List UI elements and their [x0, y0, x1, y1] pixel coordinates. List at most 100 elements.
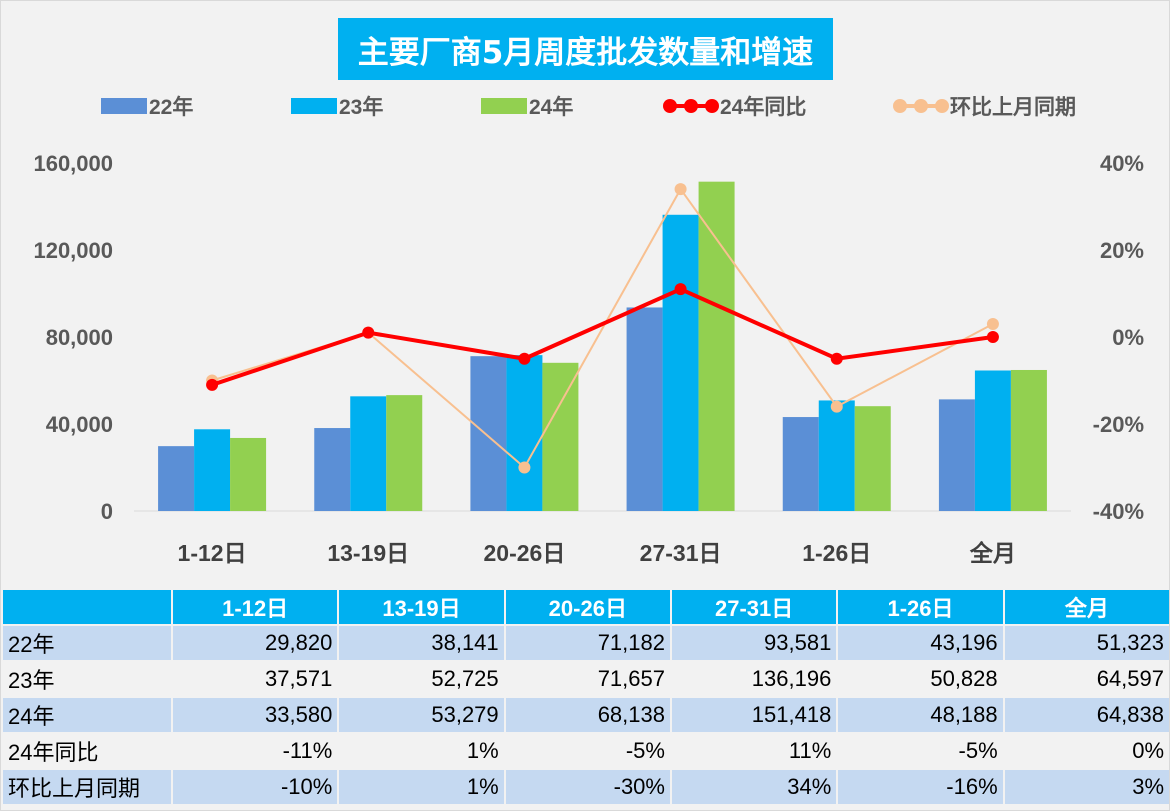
- left-axis-tick: 0: [101, 499, 113, 524]
- table-cell: 1%: [337, 768, 506, 806]
- bar-24年: [386, 395, 423, 511]
- bar-23年: [350, 396, 387, 511]
- x-axis-tick: 1-26日: [802, 540, 871, 566]
- legend-label: 22年: [149, 95, 193, 119]
- bar-23年: [194, 429, 231, 511]
- x-axis-tick: 1-12日: [178, 540, 247, 566]
- table-cell: 53,279: [337, 696, 506, 734]
- legend-marker: [663, 99, 677, 113]
- legend-swatch: [481, 98, 527, 114]
- row-label: 24年同比: [1, 732, 173, 770]
- table-cell: 50,828: [836, 660, 1005, 698]
- right-axis-tick: -40%: [1093, 499, 1144, 524]
- chart-title: 主要厂商5月周度批发数量和增速: [338, 18, 833, 80]
- right-axis-tick: 0%: [1112, 325, 1144, 350]
- right-axis-tick: 20%: [1100, 238, 1144, 263]
- row-label: 22年: [1, 624, 173, 662]
- point-环比上月同期: [518, 461, 531, 474]
- table-cell: 71,182: [503, 624, 672, 662]
- table-cell: 43,196: [836, 624, 1005, 662]
- right-axis-tick: -20%: [1093, 412, 1144, 437]
- legend-label: 环比上月同期: [950, 96, 1076, 119]
- point-24年同比: [362, 326, 375, 339]
- legend-swatch: [291, 98, 337, 114]
- bar-23年: [818, 400, 855, 511]
- table-cell: 33,580: [170, 696, 340, 734]
- legend-swatch: [101, 98, 147, 114]
- table-cell: -10%: [170, 768, 340, 806]
- bar-24年: [1010, 369, 1047, 511]
- point-环比上月同期: [674, 183, 687, 196]
- legend-marker: [914, 99, 928, 113]
- row-label: 环比上月同期: [1, 768, 173, 806]
- bar-22年: [470, 356, 507, 511]
- table-cell: -16%: [836, 768, 1005, 806]
- table-cell: 136,196: [669, 660, 839, 698]
- column-header: 13-19日: [337, 588, 506, 626]
- table-cell: 71,657: [503, 660, 672, 698]
- table-cell: -11%: [170, 732, 340, 770]
- bar-22年: [938, 399, 975, 511]
- table-cell: 151,418: [669, 696, 839, 734]
- legend-label: 23年: [339, 95, 383, 119]
- table-cell: 52,725: [337, 660, 506, 698]
- legend-marker: [705, 99, 719, 113]
- legend-marker: [684, 99, 698, 113]
- column-header: 全月: [1002, 588, 1169, 626]
- table-cell: 64,597: [1002, 660, 1169, 698]
- table-cell: 68,138: [503, 696, 672, 734]
- table-row: 环比上月同期 -10% 1% -30% 34% -16% 3%: [1, 768, 1169, 806]
- table-row: 24年 33,580 53,279 68,138 151,418 48,188 64,838: [1, 696, 1169, 734]
- table-cell: 1%: [337, 732, 506, 770]
- bar-23年: [506, 355, 543, 511]
- table-header-row: 1-12日 13-19日 20-26日 27-31日 1-26日 全月: [1, 588, 1169, 626]
- point-环比上月同期: [830, 400, 843, 413]
- right-axis-tick: 40%: [1100, 151, 1144, 176]
- table-cell: 11%: [669, 732, 839, 770]
- column-header: 1-26日: [836, 588, 1005, 626]
- legend-marker: [935, 99, 949, 113]
- bar-22年: [158, 446, 195, 511]
- x-axis-tick: 全月: [969, 540, 1016, 566]
- table-cell: -5%: [836, 732, 1005, 770]
- point-24年同比: [986, 331, 999, 343]
- point-环比上月同期: [986, 317, 999, 330]
- row-label: 24年: [1, 696, 173, 734]
- bar-23年: [662, 214, 699, 512]
- column-header: 1-12日: [170, 588, 340, 626]
- point-24年同比: [518, 352, 531, 365]
- left-axis-tick: 160,000: [33, 151, 113, 176]
- left-axis-tick: 80,000: [46, 325, 113, 350]
- bar-22年: [314, 428, 351, 511]
- bar-22年: [626, 307, 663, 511]
- legend-label: 24年: [529, 95, 573, 119]
- legend-marker: [893, 99, 907, 113]
- column-header: 20-26日: [503, 588, 672, 626]
- bar-24年: [230, 437, 267, 511]
- bar-24年: [542, 362, 579, 511]
- table-cell: 48,188: [836, 696, 1005, 734]
- x-axis-tick: 27-31日: [640, 540, 722, 566]
- bar-22年: [782, 417, 819, 511]
- table-cell: 34%: [669, 768, 839, 806]
- table-cell: 37,571: [170, 660, 340, 698]
- row-label: 23年: [1, 660, 173, 698]
- table-cell: 0%: [1002, 732, 1169, 770]
- left-axis-tick: 40,000: [46, 412, 113, 437]
- table-cell: -30%: [503, 768, 672, 806]
- table-row: 23年 37,571 52,725 71,657 136,196 50,828 64,597: [1, 660, 1169, 698]
- bar-23年: [974, 370, 1011, 511]
- legend-label: 24年同比: [720, 95, 806, 119]
- combo-chart: 0 40,000 80,000 120,000 160,000 -40% -20% 0% 20%…: [33, 95, 1144, 566]
- data-table: 1-12日 13-19日 20-26日 27-31日 1-26日 全月 22年 29,820…: [1, 588, 1169, 806]
- table-cell: 93,581: [669, 624, 839, 662]
- x-axis-tick: 13-19日: [327, 540, 409, 566]
- column-header: [1, 588, 173, 626]
- bar-24年: [698, 181, 735, 512]
- point-24年同比: [674, 283, 687, 296]
- table-cell: -5%: [503, 732, 672, 770]
- left-axis-tick: 120,000: [33, 238, 113, 263]
- line-24年同比: [211, 286, 994, 387]
- table-cell: 3%: [1002, 768, 1169, 806]
